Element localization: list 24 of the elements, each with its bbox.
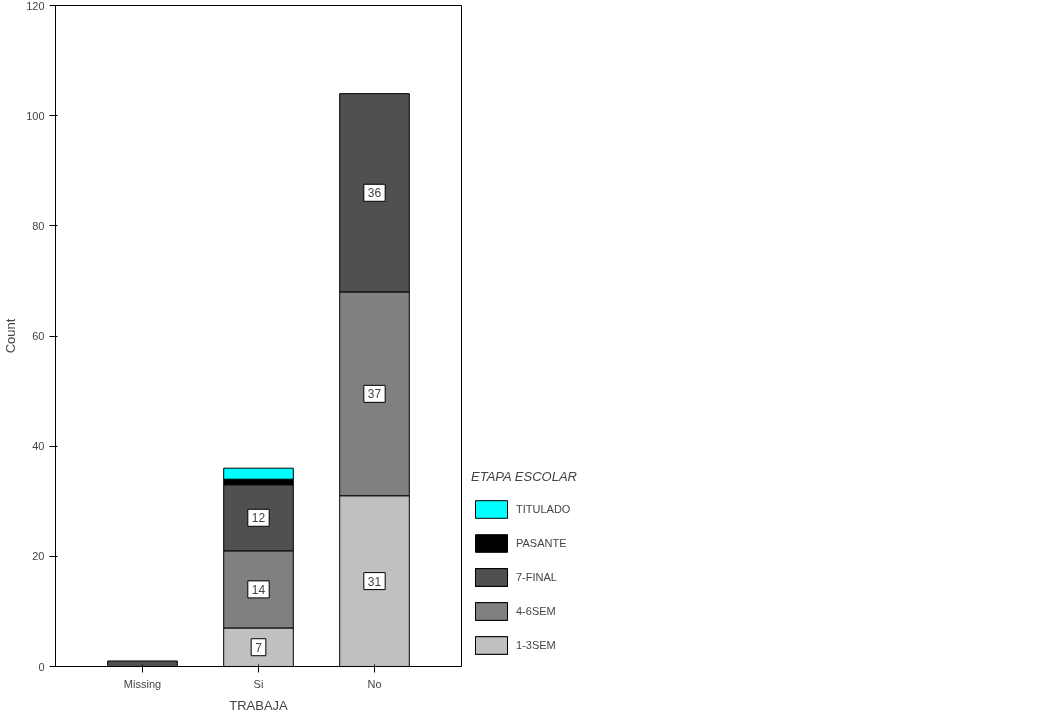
- data-label: 12: [251, 511, 266, 526]
- y-tick-label: 20: [32, 550, 45, 563]
- legend-label: PASANTE: [516, 537, 567, 549]
- x-tick-label: No: [367, 677, 382, 690]
- data-label: 7: [255, 640, 263, 655]
- y-tick-label: 40: [32, 440, 45, 453]
- legend-label: 7-FINAL: [516, 571, 557, 583]
- y-axis-title: Count: [3, 318, 19, 354]
- legend-label: TITULADO: [516, 503, 571, 515]
- data-label: 31: [367, 574, 382, 589]
- legend-label: 4-6SEM: [516, 605, 556, 617]
- x-axis-title: TRABAJA: [229, 697, 289, 713]
- data-label: 36: [367, 186, 382, 201]
- data-label: 37: [367, 387, 382, 402]
- y-tick-label: 0: [38, 660, 45, 673]
- y-tick-label: 120: [26, 0, 45, 12]
- x-tick-label: Missing: [123, 677, 162, 690]
- legend-title: ETAPA ESCOLAR: [471, 469, 577, 484]
- y-tick-label: 80: [32, 219, 45, 232]
- x-tick-label: Si: [253, 677, 264, 690]
- legend-label: 1-3SEM: [516, 639, 556, 651]
- y-tick-label: 60: [32, 330, 45, 342]
- data-label: 14: [251, 582, 266, 597]
- y-tick-label: 100: [26, 109, 45, 122]
